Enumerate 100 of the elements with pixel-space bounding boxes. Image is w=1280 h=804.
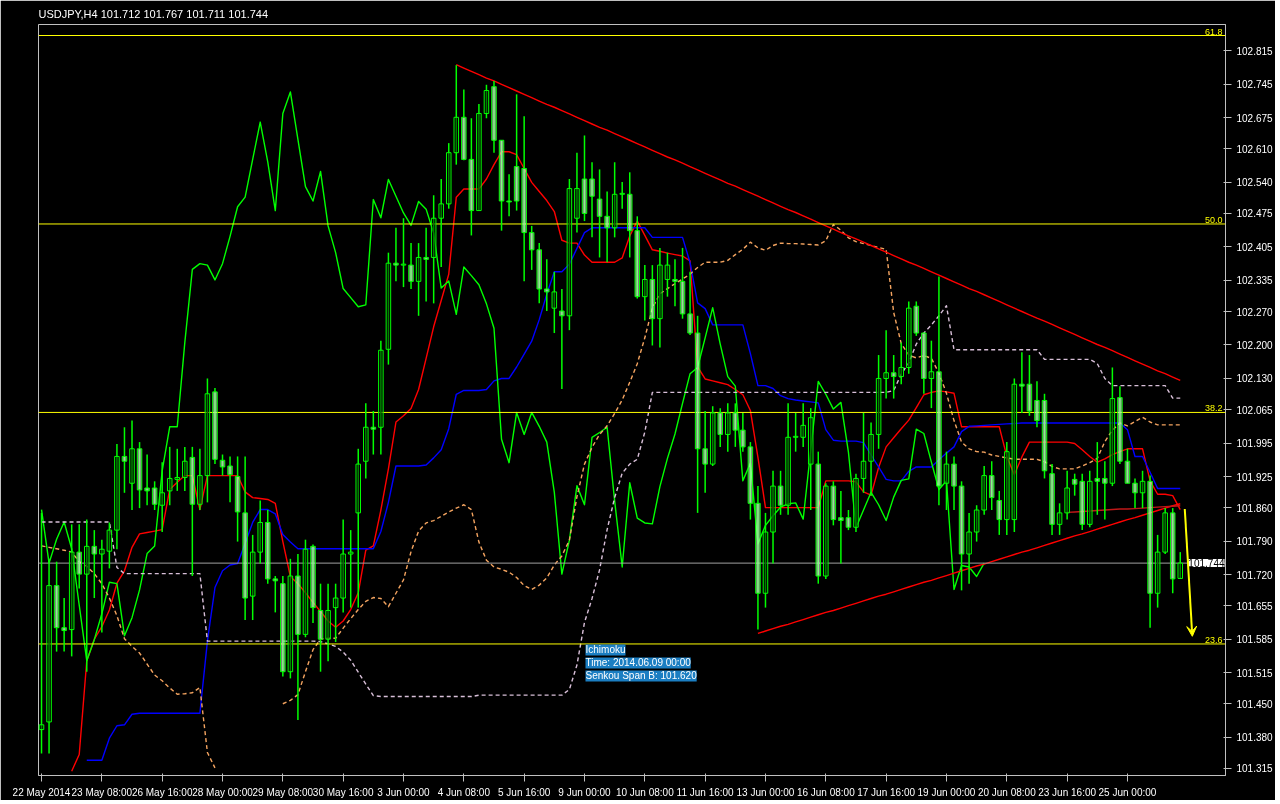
candlestick (310, 543, 316, 624)
candlestick (958, 480, 965, 592)
candlestick (445, 142, 452, 210)
candlestick (363, 402, 369, 480)
candlestick (415, 242, 422, 317)
candlestick (204, 377, 211, 504)
candlestick (264, 509, 271, 585)
candlestick (649, 264, 656, 347)
annotation: 50.0 (1204, 214, 1223, 225)
candlestick (1102, 460, 1108, 521)
annotation: 38.2 (1204, 403, 1223, 414)
candlestick (257, 499, 263, 565)
x-tick-label: 20 Jun 08:00 (977, 786, 1037, 798)
candlestick (1041, 393, 1048, 480)
y-tick-label: 102.405 (1236, 241, 1274, 253)
candlestick (619, 181, 625, 210)
candlestick (332, 582, 339, 643)
candlestick (604, 190, 610, 263)
candlestick (664, 251, 671, 298)
candlestick (574, 151, 580, 234)
candlestick (408, 242, 414, 290)
candlestick (626, 171, 633, 259)
x-tick-label: 29 May 08:00 (252, 786, 314, 798)
y-tick-label: 102.610 (1236, 143, 1274, 155)
candlestick (355, 448, 362, 609)
y-tick-label: 102.540 (1236, 177, 1274, 189)
candlestick (106, 521, 113, 570)
candlestick (936, 275, 942, 506)
candlestick (159, 461, 165, 533)
candlestick (943, 450, 950, 511)
candlestick (566, 178, 573, 331)
candlestick (370, 410, 377, 456)
x-tick-label: 11 Jun 16:00 (676, 786, 735, 798)
candlestick (883, 329, 889, 400)
candlestick (1086, 470, 1093, 528)
x-tick-label: 4 Jun 08:00 (437, 786, 491, 798)
y-tick-label: 101.655 (1236, 600, 1274, 612)
ref-line-label: 101.744 (1188, 558, 1225, 570)
candlestick (174, 448, 181, 492)
candlestick (498, 139, 505, 232)
candlestick (219, 453, 226, 477)
candlestick (400, 217, 407, 288)
x-tick-label: 13 Jun 00:00 (736, 786, 795, 798)
candlestick (317, 582, 324, 673)
candlestick (709, 405, 716, 467)
candlestick (385, 251, 392, 366)
line-series (40, 305, 1181, 698)
y-tick-label: 101.315 (1236, 763, 1274, 775)
candlestick (951, 455, 957, 511)
candlestick (853, 472, 859, 533)
candlestick (1011, 377, 1018, 533)
candlestick (347, 529, 354, 609)
candlestick (988, 460, 995, 511)
candlestick (559, 288, 565, 390)
y-tick-label: 101.450 (1236, 698, 1274, 710)
candlestick (136, 441, 143, 509)
candlestick (702, 410, 708, 494)
candlestick (868, 421, 874, 497)
candlestick (1019, 351, 1025, 414)
candlestick (68, 523, 75, 658)
candlestick (280, 575, 286, 678)
candlestick (53, 560, 60, 653)
x-tick-label: 3 Jun 00:00 (377, 786, 431, 798)
y-tick-label: 101.995 (1236, 438, 1274, 450)
candlestick (996, 490, 1003, 536)
candlestick (61, 597, 67, 653)
candlestick (1124, 448, 1131, 484)
candlestick (1117, 385, 1123, 465)
candlestick (981, 465, 987, 516)
x-tick-label: 28 May 00:00 (192, 786, 254, 798)
candlestick (838, 490, 844, 565)
candlestick (921, 332, 927, 395)
candlestick (423, 227, 429, 303)
candlestick (166, 446, 173, 506)
candlestick (151, 480, 158, 511)
y-tick-label: 102.270 (1236, 306, 1274, 318)
candlestick (581, 134, 588, 222)
candlestick (747, 441, 754, 521)
candlestick (860, 412, 867, 494)
candlestick (694, 315, 701, 514)
candlestick (476, 103, 482, 212)
y-tick-label: 102.130 (1236, 373, 1274, 385)
candlestick (242, 455, 248, 621)
candlestick (717, 407, 723, 448)
x-tick-label: 17 Jun 16:00 (857, 786, 916, 798)
candlestick (1034, 380, 1040, 429)
candlestick (875, 354, 882, 450)
candlestick (468, 117, 475, 237)
candlestick (340, 518, 346, 614)
candlestick (815, 450, 822, 585)
y-tick-label: 101.925 (1236, 471, 1274, 483)
candlestick (973, 504, 980, 543)
candlestick (777, 470, 784, 516)
candlestick (1154, 534, 1161, 609)
candlestick (906, 300, 912, 375)
candlestick (785, 402, 791, 516)
y-tick-label: 101.860 (1236, 502, 1274, 514)
candlestick (544, 258, 550, 312)
candlestick (189, 446, 196, 577)
candlestick (928, 339, 935, 409)
